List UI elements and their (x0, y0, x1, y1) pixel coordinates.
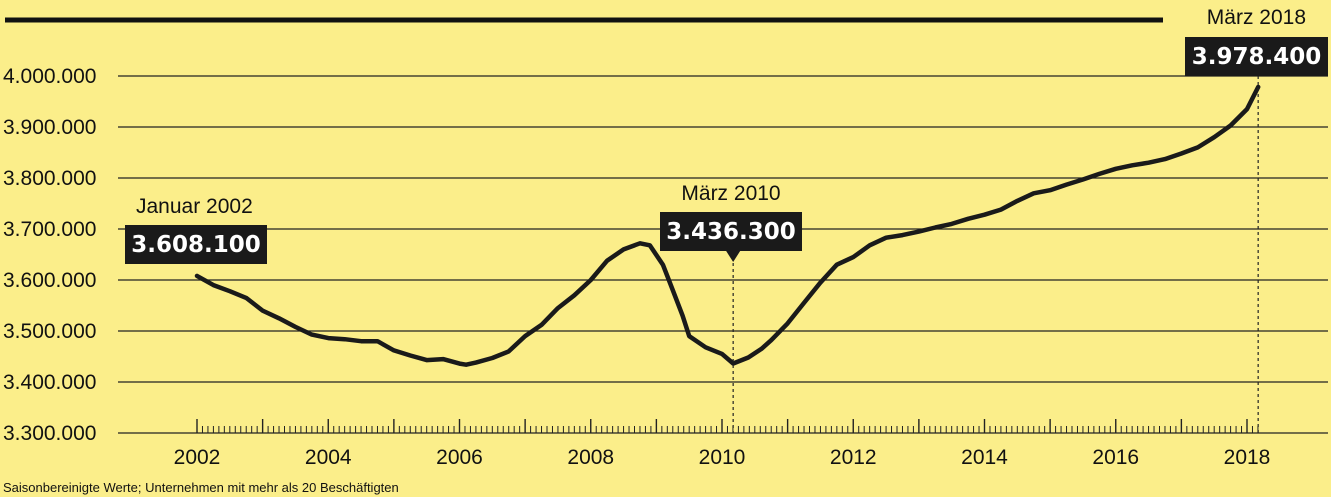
x-tick-label: 2010 (699, 446, 746, 469)
y-tick-label: 3.600.000 (3, 269, 96, 292)
y-tick-label: 3.700.000 (3, 218, 96, 241)
value-box (125, 225, 267, 264)
annotation-date-label: Januar 2002 (136, 195, 253, 218)
annotation: März 2018 3.978.400 (1185, 6, 1328, 433)
y-axis-tick-labels: 3.300.000 3.400.000 3.500.000 3.600.000 3.70… (3, 65, 96, 445)
x-tick-label: 2012 (830, 446, 877, 469)
value-box-pointer (726, 251, 741, 262)
y-tick-label: 3.800.000 (3, 167, 96, 190)
y-tick-label: 3.300.000 (3, 422, 96, 445)
x-tick-label: 2002 (174, 446, 221, 469)
series-line (194, 84, 1261, 367)
x-axis: 2002 2004 2006 2008 2010 2012 2014 2016 2018 (174, 419, 1271, 469)
x-tick-label: 2008 (567, 446, 614, 469)
annotation: März 2010 3.436.300 (660, 182, 802, 433)
annotation-value-label: 3.978.400 (1192, 44, 1322, 70)
gridlines (118, 75, 1328, 434)
annotation-value-label: 3.436.300 (666, 219, 796, 245)
footnote: Saisonbereinigte Werte; Unternehmen mit … (3, 480, 399, 495)
annotation-date-label: März 2018 (1207, 6, 1306, 29)
x-tick-label: 2006 (436, 446, 483, 469)
annotation-value-label: 3.608.100 (131, 232, 261, 258)
series-layer (194, 84, 1261, 367)
annotation-date-label: März 2010 (681, 182, 780, 205)
x-tick-label: 2018 (1224, 446, 1271, 469)
x-tick-label: 2016 (1092, 446, 1139, 469)
y-tick-label: 3.400.000 (3, 371, 96, 394)
x-tick-label: 2014 (961, 446, 1008, 469)
y-tick-label: 4.000.000 (3, 65, 96, 88)
annotation: Januar 2002 3.608.100 (125, 195, 267, 264)
value-box (660, 212, 802, 251)
x-tick-label: 2004 (305, 446, 352, 469)
value-box (1185, 37, 1328, 76)
y-tick-label: 3.900.000 (3, 116, 96, 139)
y-tick-label: 3.500.000 (3, 320, 96, 343)
